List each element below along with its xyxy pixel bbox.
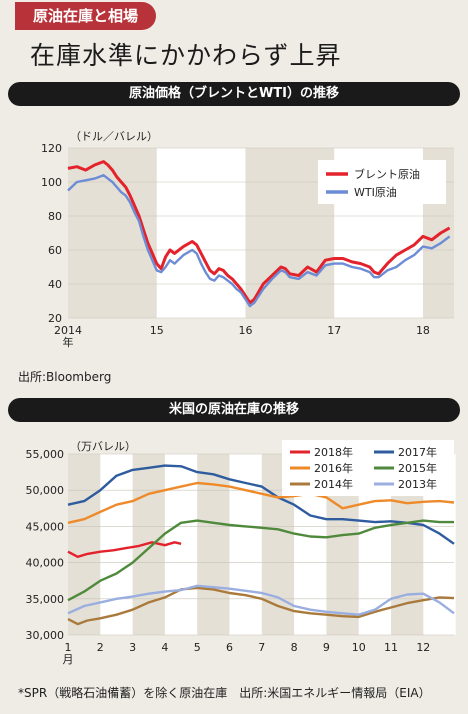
- inventory-chart: 30,000 35,000 40,000 45,000 50,000 55,000 （万バレ…: [26, 440, 456, 666]
- unit-label: （万バレル）: [70, 440, 136, 453]
- unit-label: （ドル／バレル）: [70, 130, 158, 143]
- chart2-footnote: *SPR（戦略石油備蓄）を除く原油在庫 出所:米国エネルギー情報局（EIA）: [18, 686, 431, 700]
- x-tick-label: 18: [416, 324, 430, 337]
- section-tag: 原油在庫と相場: [15, 2, 157, 30]
- series-line-2015年: [67, 519, 454, 602]
- chart1-source: 出所:Bloomberg: [18, 370, 112, 384]
- price-chart: 20 40 60 80 100 120 （ドル／バレル） 2014 年 15 16 17 18 ブレント原…: [41, 130, 454, 349]
- x-tick-label: 3: [129, 641, 136, 654]
- series-line-2013年: [67, 584, 455, 616]
- x-tick-label: 9: [323, 641, 330, 654]
- y-tick-label: 80: [48, 210, 62, 223]
- legend-label: 2016年: [314, 461, 353, 475]
- y-tick-label: 50,000: [26, 484, 65, 497]
- y-tick-label: 20: [48, 312, 62, 325]
- y-tick-label: 55,000: [26, 448, 65, 461]
- series-line-brent: [67, 160, 451, 305]
- month-band: [100, 454, 133, 635]
- y-tick-label: 40: [48, 278, 62, 291]
- series-line-wti: [67, 174, 451, 308]
- legend-box: [282, 440, 454, 496]
- y-tick-label: 100: [41, 176, 62, 189]
- legend-label: ブレント原油: [354, 167, 420, 181]
- series-line-2016年: [67, 481, 455, 524]
- legend-label: 2018年: [314, 445, 353, 459]
- legend-label: 2015年: [398, 461, 437, 475]
- x-tick-label: 16: [238, 324, 252, 337]
- series-line-2014年: [67, 586, 455, 626]
- chart1-title-bar: 原油価格（ブレントとWTI）の推移: [8, 82, 460, 106]
- page-title: 在庫水準にかかわらず上昇: [30, 41, 342, 70]
- x-tick-label: 7: [258, 641, 265, 654]
- x-tick-label: 17: [327, 324, 341, 337]
- x-tick-label: 2014 年: [54, 324, 82, 349]
- x-tick-label: 15: [150, 324, 164, 337]
- y-tick-label: 45,000: [26, 520, 65, 533]
- chart2-title-bar: 米国の原油在庫の推移: [8, 398, 460, 422]
- y-tick-label: 60: [48, 244, 62, 257]
- x-tick-label: 11: [384, 641, 398, 654]
- legend-label: 2014年: [314, 477, 353, 491]
- x-tick-label: 10: [352, 641, 366, 654]
- legend-label: WTI原油: [354, 185, 397, 199]
- y-tick-label: 120: [41, 142, 62, 155]
- x-tick-label: 4: [161, 641, 168, 654]
- y-tick-label: 40,000: [26, 557, 65, 570]
- x-tick-label: 12: [416, 641, 430, 654]
- y-tick-label: 35,000: [26, 593, 65, 606]
- legend-label: 2017年: [398, 445, 437, 459]
- series-line-2018年: [67, 541, 182, 558]
- x-tick-label: 2: [97, 641, 104, 654]
- legend-box: [318, 160, 446, 204]
- series-line-2017年: [67, 464, 455, 545]
- legend-label: 2013年: [398, 477, 437, 491]
- x-tick-label: 8: [291, 641, 298, 654]
- y-tick-label: 30,000: [26, 629, 65, 642]
- year-band: [156, 148, 246, 318]
- x-tick-label: 6: [226, 641, 233, 654]
- x-tick-label: 5: [194, 641, 201, 654]
